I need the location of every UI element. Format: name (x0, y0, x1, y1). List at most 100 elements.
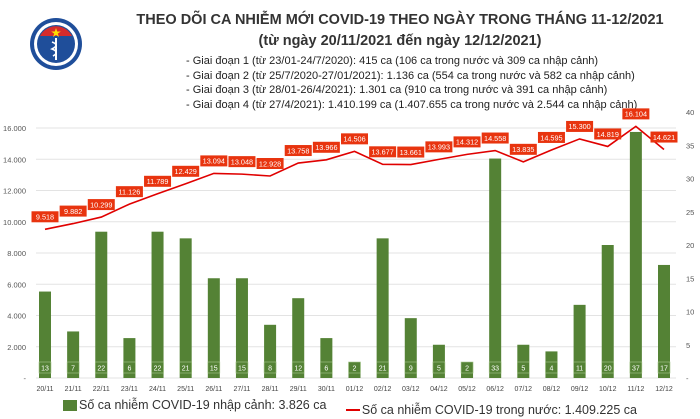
line-data-label: 16.104 (625, 110, 647, 119)
bar (376, 238, 389, 378)
line-data-label-bg (453, 136, 481, 148)
legend: Số ca nhiễm COVID-19 nhập cảnh: 3.826 ca… (0, 398, 700, 417)
bar-data-label: 2 (465, 366, 469, 373)
bar-data-label-bg (207, 361, 221, 374)
bar (39, 291, 51, 378)
bar (489, 158, 502, 378)
x-axis-tick-label: 05/12 (458, 386, 476, 393)
bar-data-label: 4 (550, 366, 554, 373)
line-data-label-bg (425, 141, 453, 153)
x-axis-tick-label: 28/11 (262, 386, 279, 393)
x-axis-tick-label: 22/11 (93, 386, 110, 393)
ministry-of-health-logo (30, 18, 82, 70)
line-data-label: 14.506 (343, 135, 365, 144)
bar (601, 245, 614, 378)
line-data-label: 14.312 (456, 138, 478, 147)
right-axis-tick-label: 10 (686, 308, 694, 317)
line-data-label-bg (31, 211, 59, 223)
x-axis-tick-label: 01/12 (346, 386, 364, 393)
bar-data-label-bg (517, 361, 530, 374)
bar (179, 238, 192, 378)
phase-note: - Giai đoạn 3 (từ 28/01-26/4/2021): 1.30… (186, 84, 608, 97)
bar-data-label: 8 (268, 366, 272, 373)
bar-data-label: 11 (576, 366, 583, 373)
x-axis-tick-label: 21/11 (65, 386, 82, 393)
right-axis-tick-label: 35 (686, 141, 694, 150)
bar-data-label: 5 (437, 366, 441, 373)
line-data-label-bg (228, 156, 256, 168)
chart-title: THEO DÕI CA NHIỄM MỚI COVID-19 THEO NGÀY… (136, 12, 664, 28)
line-data-label-bg (537, 131, 565, 143)
left-axis-tick-label: 10.000 (3, 218, 26, 227)
bar-data-label: 22 (97, 366, 105, 373)
bar-data-label-bg (629, 361, 643, 374)
phase-note: - Giai đoạn 1 (từ 23/01-24/7/2020): 415 … (186, 55, 599, 67)
left-axis-tick-label: 4.000 (7, 312, 26, 321)
bar (629, 131, 642, 378)
bar-data-label: 20 (604, 366, 612, 373)
x-axis-tick-label: 02/12 (374, 386, 392, 393)
bar-data-label-bg (320, 361, 333, 374)
bar-data-label-bg (376, 361, 389, 374)
bar-data-label: 21 (182, 366, 190, 373)
line-data-label-bg (144, 175, 172, 187)
line-data-label: 11.126 (119, 187, 141, 196)
line-data-label-bg (481, 132, 509, 144)
bar-data-label-bg (235, 361, 249, 374)
bar-data-label: 15 (210, 366, 218, 373)
x-axis-tick-label: 10/12 (599, 386, 617, 393)
bar-data-label: 22 (154, 366, 162, 373)
x-axis-tick-label: 24/11 (149, 386, 166, 393)
bar (658, 264, 670, 378)
line-data-label-bg (200, 155, 228, 167)
bar-data-label-bg (66, 361, 80, 374)
bar (292, 298, 305, 378)
x-axis-tick-label: 30/11 (318, 386, 335, 393)
line-data-label-bg (594, 128, 622, 140)
phase-note: - Giai đoạn 2 (từ 25/7/2020-27/01/2021):… (186, 69, 635, 82)
bar-data-label: 2 (353, 366, 357, 373)
line-data-label-bg (284, 145, 312, 157)
right-axis-tick-label: - (686, 374, 689, 383)
line-data-label: 13.758 (287, 146, 309, 155)
phase-notes: - Giai đoạn 1 (từ 23/01-24/7/2020): 415 … (186, 54, 637, 112)
line-data-label: 13.677 (371, 148, 393, 157)
x-axis-tick-label: 09/12 (571, 386, 589, 393)
domestic-cases-line (44, 125, 665, 231)
left-axis-tick-label: 8.000 (7, 249, 26, 258)
x-axis-tick-label: 20/11 (37, 386, 54, 393)
bar-data-label: 33 (491, 366, 499, 373)
line-data-label: 13.048 (231, 157, 253, 166)
x-axis-tick-label: 03/12 (402, 386, 420, 393)
bar-data-label-bg (404, 361, 418, 374)
left-axis-tick-label: 14.000 (3, 155, 26, 164)
line-data-label: 14.621 (653, 133, 675, 142)
x-axis-tick-label: 04/12 (430, 386, 448, 393)
line-data-label-bg (509, 143, 537, 155)
bar-data-label-bg (573, 361, 586, 374)
bar-data-label: 37 (632, 366, 640, 373)
line-data-label-bg (59, 205, 87, 217)
line-data-label: 9.882 (64, 207, 82, 216)
left-axis-tick-label: - (24, 374, 27, 383)
line-data-label-bg (622, 108, 650, 120)
x-axis-tick-label: 12/12 (655, 386, 673, 393)
bar-data-label-bg (460, 361, 474, 374)
bar-data-label: 12 (294, 366, 302, 373)
line-data-label-bg (256, 158, 284, 169)
bar-data-label: 6 (127, 366, 131, 373)
bar-data-label-bg (348, 361, 361, 374)
x-axis-tick-label: 11/12 (627, 386, 644, 393)
line-data-label: 14.595 (540, 133, 562, 142)
line-data-label: 10.299 (90, 200, 112, 209)
line-data-label: 12.429 (175, 167, 197, 176)
bar-data-label: 21 (379, 366, 387, 373)
bar-data-label-bg (432, 361, 446, 374)
line-data-label: 14.558 (484, 134, 506, 143)
bar-data-label: 15 (238, 366, 246, 373)
line-data-label-bg (566, 120, 594, 132)
x-axis-tick-label: 07/12 (515, 386, 533, 393)
line-data-label: 13.094 (203, 157, 225, 166)
line-data-label-bg (650, 131, 678, 143)
